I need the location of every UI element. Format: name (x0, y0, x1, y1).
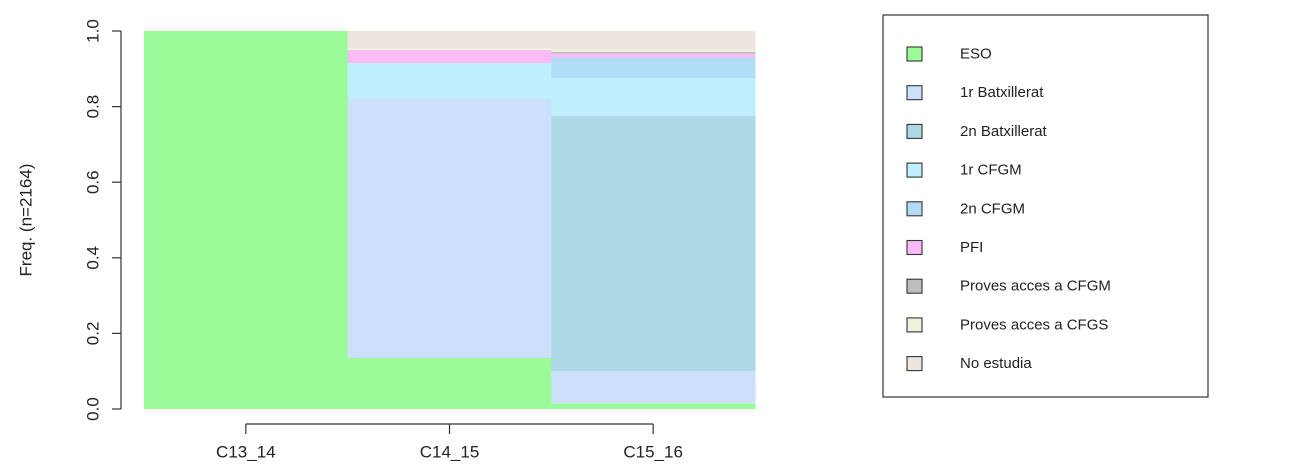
bar-segment-C15_16-3 (551, 78, 756, 117)
x-tick-label-C15_16: C15_16 (623, 443, 683, 462)
y-tick-label-2: 0.4 (84, 246, 103, 270)
x-tick-label-C13_14: C13_14 (216, 443, 276, 462)
bar-segment-C15_16-2 (551, 116, 756, 372)
bar-segment-C14_15-0 (347, 357, 552, 409)
bar-segment-C13_14-0 (144, 31, 349, 409)
legend-swatch-7 (906, 317, 923, 333)
legend-swatch-0 (906, 46, 923, 62)
bar-segment-C15_16-7 (551, 49, 756, 52)
bar-segment-C15_16-8 (551, 31, 756, 50)
y-tick-label-5: 1.0 (84, 19, 103, 43)
y-tick-label-4: 0.8 (84, 95, 103, 119)
y-axis: 0.0 0.2 0.4 0.6 0.8 1.0 (84, 19, 122, 421)
legend-label-4: 2n CFGM (960, 200, 1025, 217)
legend-swatch-3 (906, 162, 923, 178)
legend-label-2: 2n Batxillerat (960, 123, 1048, 140)
legend-label-1: 1r Batxillerat (960, 84, 1044, 101)
y-axis-label: Freq. (n=2164) (17, 164, 36, 277)
x-tick-label-C14_15: C14_15 (420, 443, 480, 462)
legend-swatch-5 (906, 239, 923, 256)
legend-swatch-2 (906, 123, 923, 139)
bar-segment-C15_16-6 (551, 51, 756, 54)
legend-label-8: No estudia (960, 355, 1032, 372)
bar-segment-C15_16-5 (551, 53, 756, 58)
bar-segment-C15_16-4 (551, 57, 756, 79)
legend-label-3: 1r CFGM (960, 162, 1022, 179)
x-axis: C13_14 C14_15 C15_16 (216, 423, 683, 462)
bar-segment-C14_15-7 (347, 48, 552, 50)
legend-swatch-4 (906, 201, 923, 217)
bar-segment-C15_16-0 (551, 403, 756, 409)
bar-segment-C14_15-5 (347, 49, 552, 64)
legend-label-6: Proves acces a CFGM (960, 278, 1111, 295)
legend-swatch-1 (906, 85, 923, 101)
legend-label-7: Proves acces a CFGS (960, 316, 1108, 333)
legend: ESO 1r Batxillerat 2n Batxillerat 1r CFGM 2n… (882, 14, 1209, 398)
legend-label-0: ESO (960, 46, 992, 63)
bar-segment-C14_15-8 (347, 31, 552, 49)
legend-swatch-8 (906, 356, 923, 372)
legend-swatch-6 (906, 278, 923, 294)
y-tick-label-0: 0.0 (84, 397, 103, 421)
bar-segment-C15_16-1 (551, 371, 756, 404)
y-tick-label-3: 0.6 (84, 170, 103, 194)
bar-segment-C14_15-1 (347, 99, 552, 358)
y-tick-label-1: 0.2 (84, 322, 103, 346)
bar-segment-C14_15-3 (347, 63, 552, 100)
bars-group (144, 31, 756, 409)
legend-label-5: PFI (960, 239, 983, 256)
legend-box (882, 14, 1209, 398)
